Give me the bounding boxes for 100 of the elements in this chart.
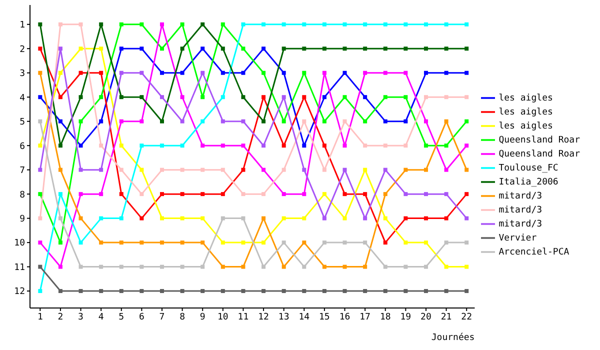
point: [444, 46, 448, 51]
point: [404, 70, 408, 75]
point: [220, 119, 225, 124]
point: [322, 144, 326, 148]
point: [140, 264, 144, 269]
point: [119, 264, 124, 269]
point: [160, 119, 164, 124]
point: [444, 119, 448, 124]
point: [38, 119, 42, 124]
point: [282, 144, 286, 148]
point: [119, 216, 124, 220]
point: [241, 22, 246, 26]
point: [140, 70, 144, 75]
point: [464, 144, 469, 148]
point: [363, 22, 368, 26]
point: [464, 192, 469, 196]
point: [58, 168, 62, 172]
point: [262, 192, 266, 196]
point: [241, 144, 246, 148]
point: [99, 70, 104, 75]
point: [119, 70, 124, 75]
point: [78, 240, 83, 245]
point: [342, 144, 347, 148]
point: [58, 70, 62, 75]
point: [220, 289, 225, 294]
point: [404, 95, 408, 100]
y-tick-label: 12: [14, 287, 25, 298]
point: [160, 95, 164, 100]
point: [404, 192, 408, 196]
point: [78, 22, 83, 26]
x-tick-label: 9: [200, 312, 206, 322]
point: [444, 70, 448, 75]
point: [220, 168, 225, 172]
point: [160, 240, 164, 245]
point: [444, 192, 448, 196]
point: [282, 216, 286, 220]
point: [262, 240, 266, 245]
point: [322, 22, 326, 26]
point: [282, 289, 286, 294]
point: [140, 216, 144, 220]
point: [140, 289, 144, 294]
point: [160, 22, 164, 26]
point: [282, 95, 286, 100]
point: [220, 22, 225, 26]
x-tick-label: 14: [298, 312, 310, 322]
point: [363, 240, 368, 245]
point: [99, 168, 104, 172]
point: [200, 289, 205, 294]
point: [262, 144, 266, 148]
point: [78, 264, 83, 269]
point: [282, 168, 286, 172]
point: [424, 46, 428, 51]
y-tick-label: 2: [20, 44, 25, 55]
point: [404, 216, 408, 220]
point: [200, 240, 205, 245]
point: [58, 22, 62, 26]
point: [241, 70, 246, 75]
point: [241, 289, 246, 294]
point: [140, 168, 144, 172]
x-tick-label: 4: [98, 312, 104, 322]
point: [58, 95, 62, 100]
point: [464, 240, 469, 245]
x-tick-label: 18: [380, 312, 391, 322]
point: [464, 264, 469, 269]
point: [262, 168, 266, 172]
point: [464, 216, 469, 220]
x-axis-title: Journées: [431, 332, 475, 343]
point: [322, 264, 326, 269]
point: [322, 168, 326, 172]
point: [363, 144, 368, 148]
point: [464, 46, 469, 51]
point: [78, 192, 83, 196]
y-tick-label: 3: [20, 69, 25, 80]
point: [282, 264, 286, 269]
point: [302, 216, 306, 220]
point: [160, 168, 164, 172]
point: [302, 119, 306, 124]
point: [241, 192, 246, 196]
point: [200, 119, 205, 124]
y-tick-label: 9: [20, 214, 25, 225]
point: [363, 70, 368, 75]
legend-label: Queensland Roar: [498, 135, 580, 146]
point: [99, 264, 104, 269]
point: [404, 240, 408, 245]
point: [424, 264, 428, 269]
point: [322, 289, 326, 294]
legend-label: Toulouse_FC: [498, 163, 558, 174]
point: [78, 168, 83, 172]
point: [282, 70, 286, 75]
point: [241, 264, 246, 269]
point: [119, 46, 124, 51]
point: [282, 240, 286, 245]
point: [241, 95, 246, 100]
point: [404, 119, 408, 124]
point: [241, 240, 246, 245]
point: [424, 192, 428, 196]
x-tick-label: 21: [440, 312, 452, 322]
point: [160, 144, 164, 148]
point: [180, 216, 184, 220]
point: [119, 144, 124, 148]
